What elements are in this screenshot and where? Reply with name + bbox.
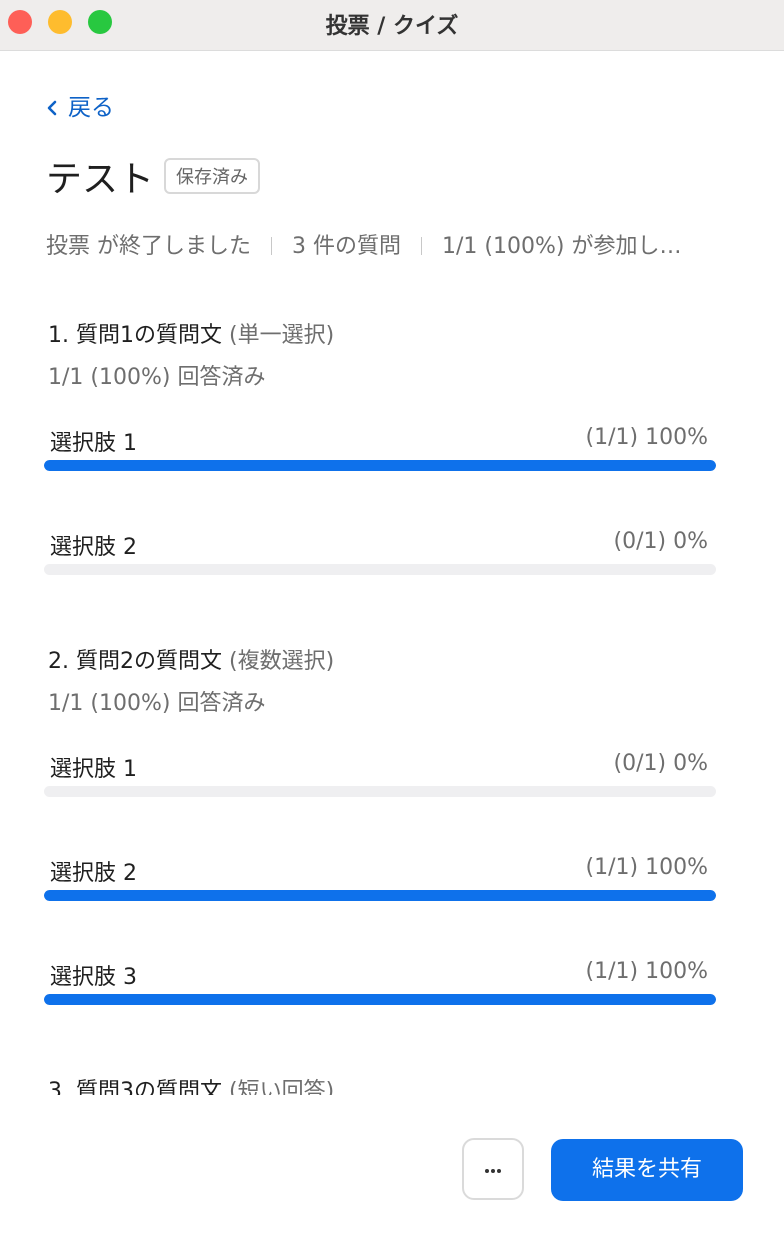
participation: 1/1 (100%) が参加し… bbox=[442, 234, 682, 259]
separator bbox=[271, 237, 272, 255]
question-kind: (短い回答) bbox=[228, 1079, 335, 1095]
option-result: (1/1) 100% bbox=[585, 425, 708, 450]
option-label: 選択肢 2 bbox=[50, 535, 137, 560]
progress-track bbox=[44, 564, 716, 575]
progress-track bbox=[44, 994, 716, 1005]
progress-fill bbox=[44, 460, 716, 471]
progress-track bbox=[44, 890, 716, 901]
poll-title: テスト bbox=[46, 159, 155, 200]
question-kind: (複数選択) bbox=[228, 649, 335, 674]
close-button[interactable] bbox=[8, 10, 32, 34]
saved-badge: 保存済み bbox=[164, 158, 260, 194]
meta-row: 投票 が終了しました 3 件の質問 1/1 (100%) が参加し… bbox=[46, 228, 681, 260]
question-text: 2. 質問2の質問文 bbox=[48, 649, 222, 674]
question-title: 2. 質問2の質問文 (複数選択) bbox=[48, 643, 334, 675]
option-result: (0/1) 0% bbox=[613, 751, 708, 776]
separator bbox=[421, 237, 422, 255]
share-button[interactable]: 結果を共有 bbox=[551, 1139, 743, 1201]
back-text: 戻る bbox=[68, 95, 114, 121]
question-text: 1. 質問1の質問文 bbox=[48, 323, 222, 348]
option-result: (0/1) 0% bbox=[613, 529, 708, 554]
question-title: 1. 質問1の質問文 (単一選択) bbox=[48, 317, 334, 349]
progress-fill bbox=[44, 890, 716, 901]
chevron-icon bbox=[47, 100, 57, 116]
ellipsis-icon bbox=[485, 1169, 501, 1173]
window-title: 投票 / クイズ bbox=[325, 14, 459, 39]
question-count: 3 件の質問 bbox=[292, 234, 401, 259]
answered-count: 1/1 (100%) 回答済み bbox=[48, 691, 266, 716]
option-label: 選択肢 3 bbox=[50, 965, 137, 990]
option-result: (1/1) 100% bbox=[585, 855, 708, 880]
option-result: (1/1) 100% bbox=[585, 959, 708, 984]
title-bar: 投票 / クイズ bbox=[0, 0, 784, 51]
more-button[interactable] bbox=[462, 1138, 524, 1200]
progress-fill bbox=[44, 994, 716, 1005]
status: 投票 が終了しました bbox=[46, 234, 251, 259]
question-text: 3. 質問3の質問文 bbox=[48, 1079, 222, 1095]
question-title: 3. 質問3の質問文 (短い回答) bbox=[48, 1073, 334, 1095]
back-link[interactable]: 戻る bbox=[46, 88, 114, 122]
progress-track bbox=[44, 786, 716, 797]
option-label: 選択肢 1 bbox=[50, 757, 137, 782]
option-label: 選択肢 2 bbox=[50, 861, 137, 886]
answered-count: 1/1 (100%) 回答済み bbox=[48, 365, 266, 390]
progress-track bbox=[44, 460, 716, 471]
option-label: 選択肢 1 bbox=[50, 431, 137, 456]
zoom-button[interactable] bbox=[88, 10, 112, 34]
question-kind: (単一選択) bbox=[228, 323, 335, 348]
results: 1. 質問1の質問文 (単一選択) 1/1 (100%) 回答済み 選択肢 1 (1/… bbox=[0, 300, 784, 1095]
minimize-button[interactable] bbox=[48, 10, 72, 34]
